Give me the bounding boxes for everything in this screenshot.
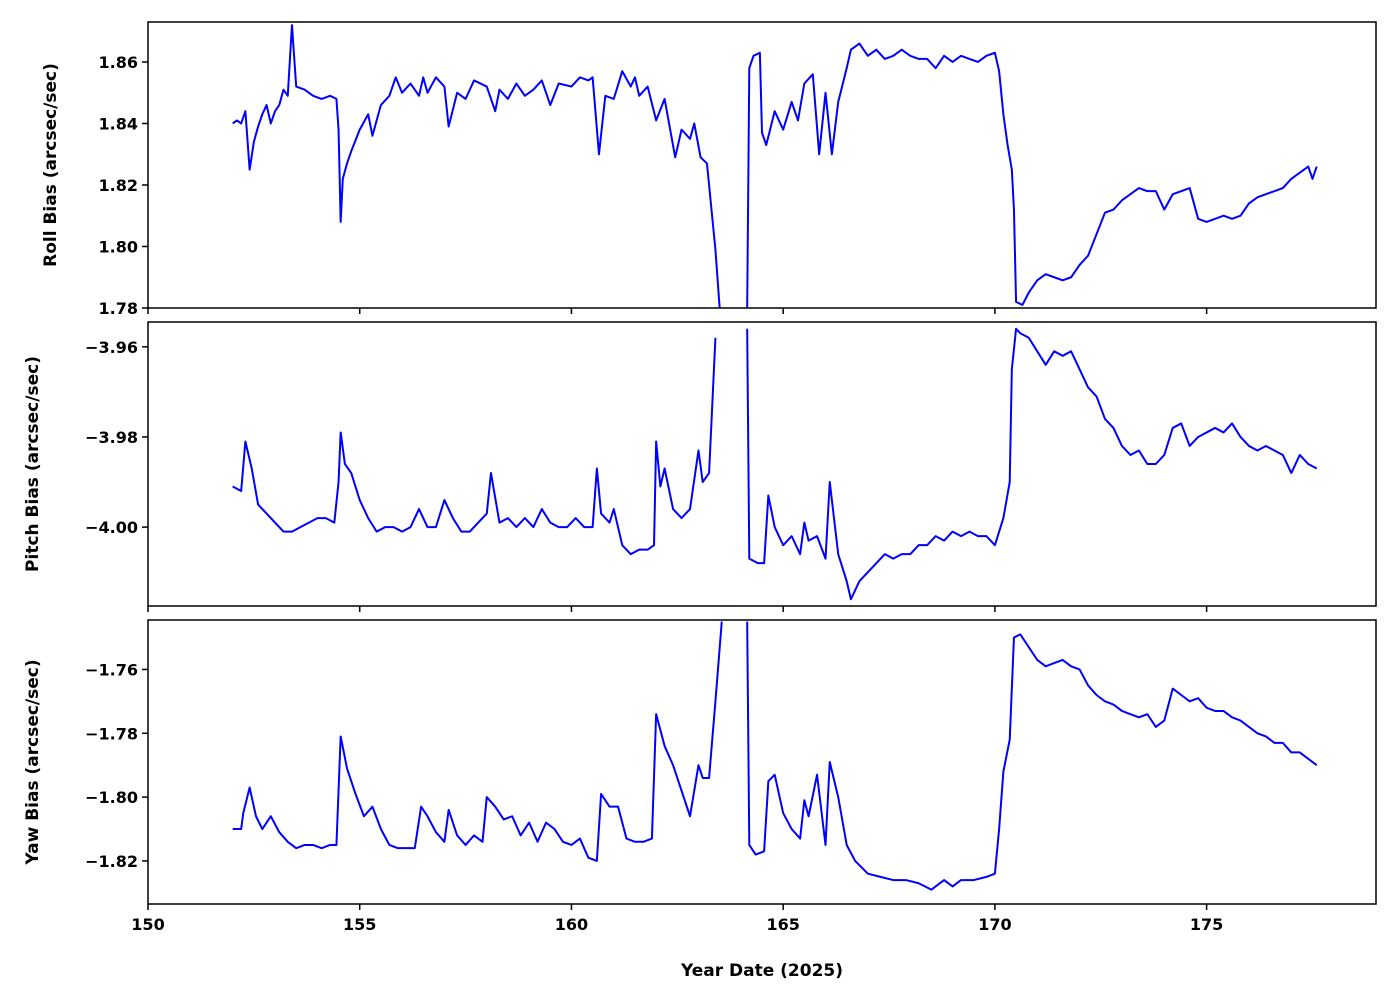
x-tick-label: 165 [766,915,799,934]
roll-y-tick-label: 1.82 [99,176,138,195]
yaw-y-tick-label: −1.82 [85,852,138,871]
pitch-panel: −3.96 −3.98 −4.00 Pitch Bias (arcsec/sec) [23,321,1377,612]
yaw-series-line-segment-2 [746,621,1318,891]
roll-y-tick-label: 1.80 [99,237,138,256]
pitch-series-line-segment-1 [232,337,717,556]
pitch-y-tick-label: −4.00 [85,518,138,537]
yaw-y-tick-label: −1.78 [85,724,138,743]
roll-plot-frame [147,21,1377,309]
yaw-y-tick-label: −1.76 [85,660,138,679]
roll-panel: 1.78 1.80 1.82 1.84 1.86 Roll Bias (arcsec/se… [41,21,1377,318]
yaw-plot-frame [147,619,1377,905]
pitch-y-tick-label: −3.98 [85,428,138,447]
x-tick-label: 160 [555,915,588,934]
chart-panels: 1.78 1.80 1.82 1.84 1.86 Roll Bias (arcsec/se… [23,21,1377,934]
roll-series-line-segment-2 [746,42,1318,308]
x-axis-title: Year Date (2025) [680,961,843,981]
roll-series-line-segment-1 [232,24,721,308]
pitch-y-tick-label: −3.96 [85,338,138,357]
pitch-series-line-segment-2 [746,327,1318,601]
x-tick-label: 175 [1190,915,1223,934]
x-tick-label: 150 [131,915,164,934]
roll-y-tick-label: 1.78 [99,299,138,318]
pitch-plot-frame [147,321,1377,607]
yaw-panel: −1.76 −1.78 −1.80 −1.82 Yaw Bias (arcsec/sec… [23,619,1377,934]
yaw-series-line-segment-1 [232,621,723,862]
yaw-y-axis-title: Yaw Bias (arcsec/sec) [23,659,43,865]
x-tick-label: 170 [978,915,1011,934]
pitch-y-axis-title: Pitch Bias (arcsec/sec) [23,356,43,572]
roll-y-tick-label: 1.86 [99,53,138,72]
roll-y-axis-title: Roll Bias (arcsec/sec) [41,63,61,267]
yaw-y-tick-label: −1.80 [85,788,138,807]
x-tick-label: 155 [343,915,376,934]
roll-y-tick-label: 1.84 [99,114,138,133]
